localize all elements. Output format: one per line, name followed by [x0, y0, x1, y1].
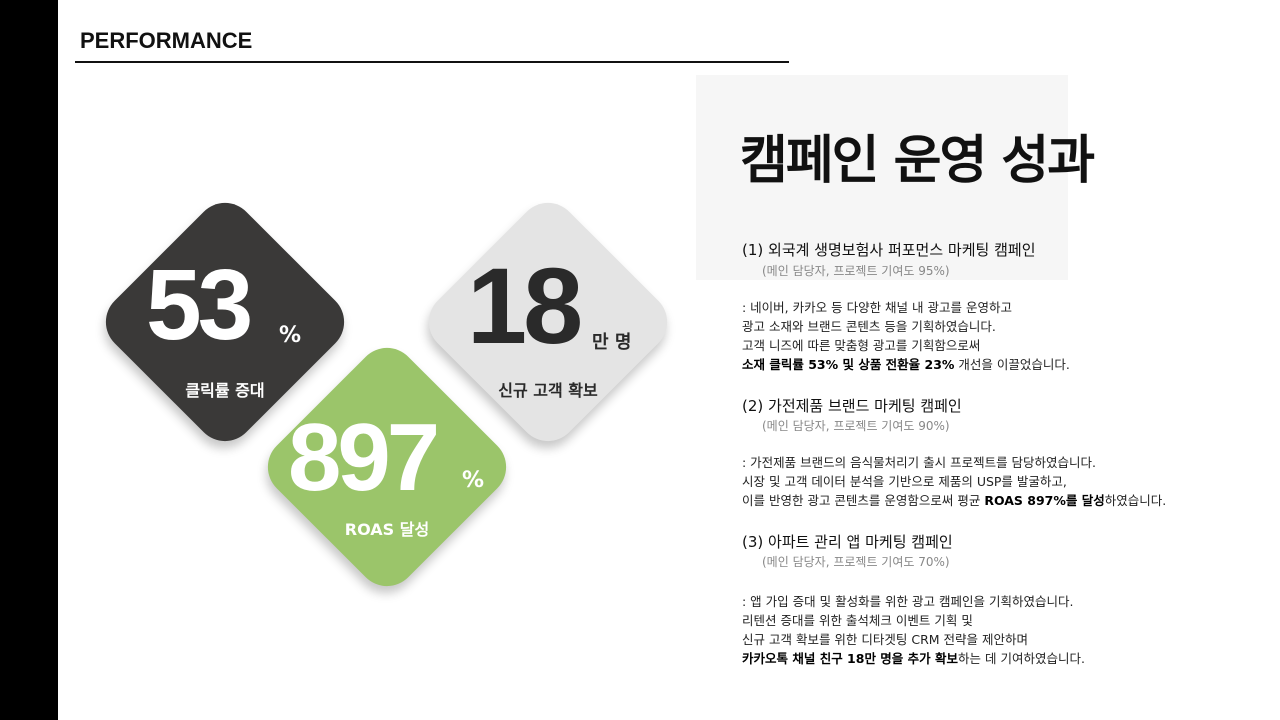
- section-title: PERFORMANCE: [80, 28, 253, 53]
- campaign-3-title: (3) 아파트 관리 앱 마케팅 캠페인: [742, 533, 953, 551]
- campaign-2-line-rest: 하였습니다.: [1104, 493, 1167, 508]
- stat-label-roas: ROAS 달성: [344, 520, 430, 539]
- campaign-1-line: 고객 니즈에 따른 맞춤형 광고를 기획함으로써: [742, 338, 981, 353]
- campaign-2-description: : 가전제품 브랜드의 음식물처리기 출시 프로젝트를 담당하였습니다. 시장 …: [742, 453, 1222, 510]
- campaign-1-line: 광고 소재와 브랜드 콘텐츠 등을 기획하였습니다.: [742, 319, 996, 334]
- campaign-1-line: 소재 클릭률 53% 및 상품 전환율 23% 개선을 이끌었습니다.: [742, 355, 1222, 374]
- campaign-1-highlight: 소재 클릭률 53% 및 상품 전환율 23%: [742, 357, 955, 372]
- campaign-3-line: : 앱 가입 증대 및 활성화를 위한 광고 캠페인을 기획하였습니다.: [742, 594, 1074, 609]
- campaign-2-line-pre: 이를 반영한 광고 콘텐츠를 운영함으로써 평균: [742, 493, 985, 508]
- campaign-1-title: (1) 외국계 생명보험사 퍼포먼스 마케팅 캠페인: [742, 241, 1036, 259]
- heading-background: [696, 75, 1068, 280]
- campaign-3-subtitle: (메인 담당자, 프로젝트 기여도 70%): [762, 555, 950, 569]
- stat-label-click-rate: 클릭률 증대: [185, 381, 265, 400]
- campaign-2-line: : 가전제품 브랜드의 음식물처리기 출시 프로젝트를 담당하였습니다.: [742, 455, 1097, 470]
- campaign-1-subtitle: (메인 담당자, 프로젝트 기여도 95%): [762, 264, 950, 278]
- left-accent-bar: [0, 0, 58, 720]
- campaign-3-line: 리텐션 증대를 위한 출석체크 이벤트 기획 및: [742, 613, 973, 628]
- campaign-2-subtitle: (메인 담당자, 프로젝트 기여도 90%): [762, 419, 950, 433]
- campaign-3-line: 신규 고객 확보를 위한 디타겟팅 CRM 전략을 제안하며: [742, 632, 1029, 647]
- campaign-2-line: 시장 및 고객 데이터 분석을 기반으로 제품의 USP를 발굴하고,: [742, 474, 1067, 489]
- campaign-3-description: : 앱 가입 증대 및 활성화를 위한 광고 캠페인을 기획하였습니다. 리텐션…: [742, 592, 1222, 668]
- page-title: 캠페인 운영 성과: [740, 131, 1095, 191]
- stat-value-roas: 897: [288, 404, 440, 511]
- stat-value-new-customers: 18: [467, 245, 583, 366]
- stat-label-new-customers: 신규 고객 확보: [498, 381, 598, 400]
- stat-value-click-rate: 53: [146, 249, 253, 361]
- campaign-1-line-rest: 개선을 이끌었습니다.: [954, 357, 1070, 372]
- stat-unit-click-rate: %: [279, 323, 302, 348]
- campaign-2-highlight: ROAS 897%를 달성: [984, 493, 1105, 508]
- campaign-2-title: (2) 가전제품 브랜드 마케팅 캠페인: [742, 397, 962, 415]
- campaign-1-description: : 네이버, 카카오 등 다양한 채널 내 광고를 운영하고 광고 소재와 브랜…: [742, 298, 1222, 374]
- campaign-1-line: : 네이버, 카카오 등 다양한 채널 내 광고를 운영하고: [742, 300, 1012, 315]
- stat-unit-new-customers: 만 명: [592, 332, 632, 353]
- campaign-3-highlight: 카카오톡 채널 친구 18만 명을 추가 확보: [742, 651, 959, 666]
- title-underline: [75, 61, 789, 63]
- stat-unit-roas: %: [462, 468, 485, 493]
- campaign-3-line-rest: 하는 데 기여하였습니다.: [958, 651, 1085, 666]
- campaign-2-line: 이를 반영한 광고 콘텐츠를 운영함으로써 평균 ROAS 897%를 달성하였…: [742, 491, 1222, 510]
- campaign-3-line: 카카오톡 채널 친구 18만 명을 추가 확보하는 데 기여하였습니다.: [742, 649, 1222, 668]
